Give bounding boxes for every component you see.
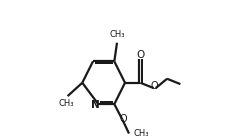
Text: CH₃: CH₃ bbox=[58, 99, 74, 108]
Text: O: O bbox=[150, 81, 158, 91]
Text: N: N bbox=[90, 100, 99, 110]
Text: CH₃: CH₃ bbox=[133, 129, 148, 138]
Text: O: O bbox=[119, 114, 127, 124]
Text: CH₃: CH₃ bbox=[109, 30, 125, 39]
Text: O: O bbox=[136, 50, 144, 60]
